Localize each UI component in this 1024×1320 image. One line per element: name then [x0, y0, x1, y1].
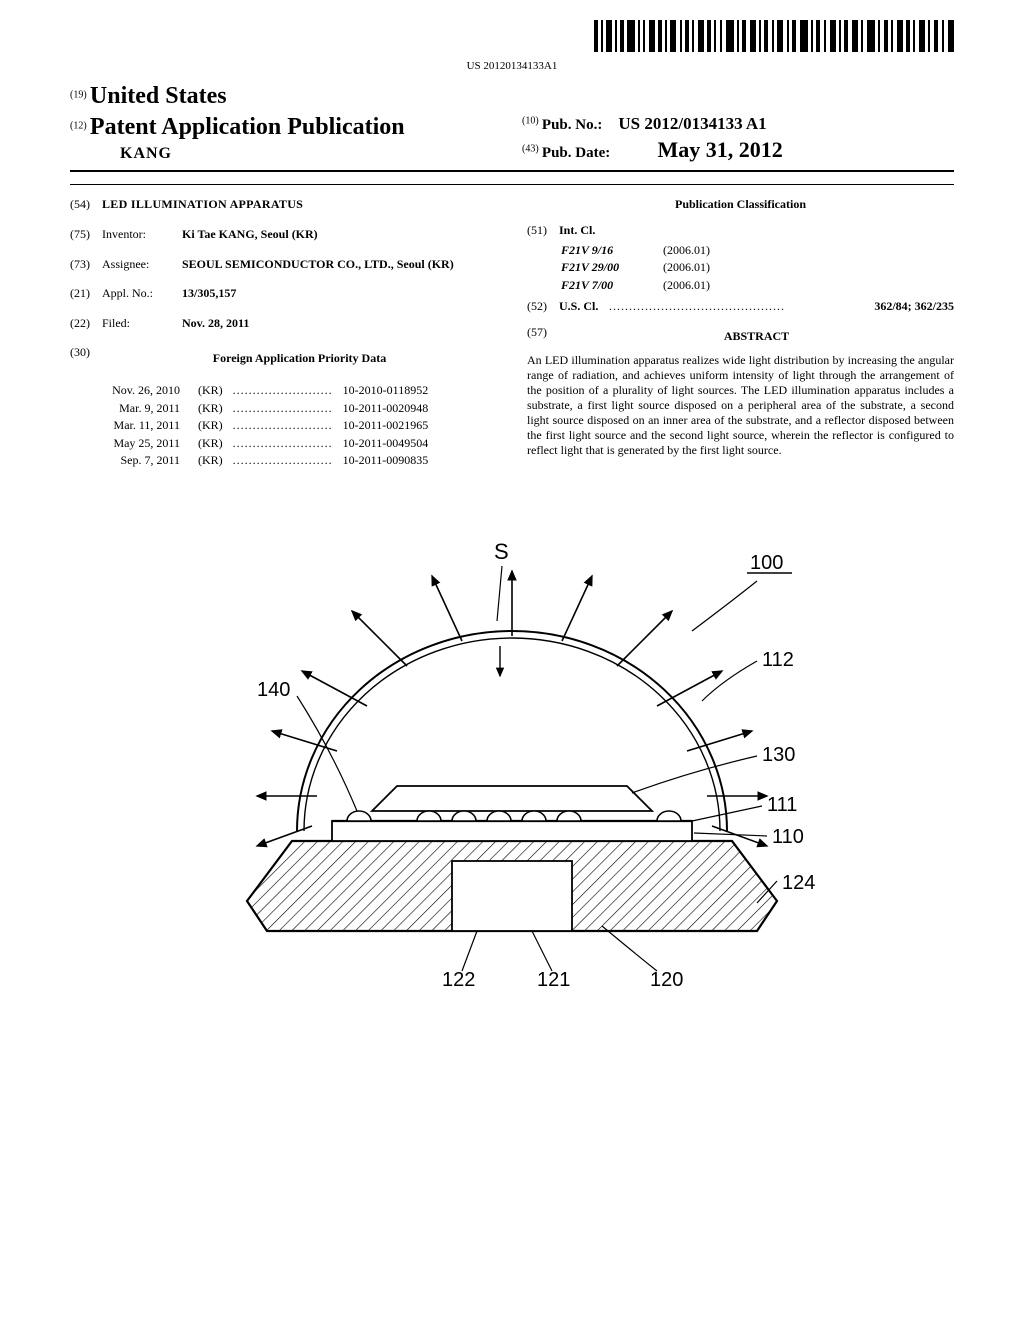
fig-label-130: 130: [762, 744, 795, 766]
code-52: (52): [527, 299, 559, 315]
inventor-surname: KANG: [70, 144, 502, 165]
barcode-block: US 20120134133A1: [70, 20, 954, 73]
code-12: (12): [70, 121, 87, 132]
intcl-row: F21V 9/16(2006.01): [561, 243, 720, 259]
abstract-text: An LED illumination apparatus realizes w…: [527, 353, 954, 458]
priority-row: Mar. 9, 2011(KR)........................…: [94, 401, 432, 417]
code-54: (54): [70, 197, 102, 213]
intcl-table: F21V 9/16(2006.01)F21V 29/00(2006.01) F21…: [559, 241, 722, 296]
priority-row: Sep. 7, 2011(KR)........................…: [94, 453, 432, 469]
priority-row: Nov. 26, 2010(KR).......................…: [94, 383, 432, 399]
left-column: (54) LED ILLUMINATION APPARATUS (75) Inv…: [70, 197, 497, 471]
code-51: (51): [527, 223, 559, 239]
appl-label: Appl. No.:: [102, 286, 182, 302]
code-19: (19): [70, 90, 87, 101]
code-57: (57): [527, 325, 559, 351]
assignee-label: Assignee:: [102, 257, 182, 273]
pub-date: May 31, 2012: [614, 137, 783, 162]
filed-label: Filed:: [102, 316, 182, 332]
assignee-value: SEOUL SEMICONDUCTOR CO., LTD., Seoul (KR…: [182, 257, 497, 273]
country: United States: [90, 83, 227, 109]
fig-label-110: 110: [772, 826, 804, 848]
pub-no-label: Pub. No.:: [542, 117, 602, 133]
classification-heading: Publication Classification: [527, 197, 954, 213]
barcode-number: US 20120134133A1: [70, 59, 954, 73]
barcode-graphic: [594, 20, 954, 57]
appl-value: 13/305,157: [182, 286, 497, 302]
intcl-label: Int. Cl.: [559, 223, 954, 239]
priority-row: Mar. 11, 2011(KR).......................…: [94, 418, 432, 434]
priority-table: Nov. 26, 2010(KR).......................…: [92, 381, 434, 471]
code-75: (75): [70, 227, 102, 243]
uscl-value: 362/84; 362/235: [874, 299, 954, 315]
code-21: (21): [70, 286, 102, 302]
code-22: (22): [70, 316, 102, 332]
intcl-row: F21V 29/00(2006.01): [561, 260, 720, 276]
intcl-row: F21V 7/00(2006.01): [561, 278, 720, 294]
pub-date-label: Pub. Date:: [542, 145, 610, 161]
patent-figure: S 100 112 130 111 110 124 120 121 122 14…: [70, 511, 954, 996]
publication-type: Patent Application Publication: [90, 114, 405, 140]
code-73: (73): [70, 257, 102, 273]
fig-label-122: 122: [442, 969, 475, 991]
fig-label-100: 100: [750, 552, 783, 574]
fig-label-140: 140: [257, 679, 290, 701]
pub-no: US 2012/0134133 A1: [606, 114, 767, 133]
biblio-columns: (54) LED ILLUMINATION APPARATUS (75) Inv…: [70, 197, 954, 471]
inventor-value: Ki Tae KANG, Seoul (KR): [182, 227, 497, 243]
fig-label-112: 112: [762, 649, 794, 671]
abstract-heading: ABSTRACT: [559, 329, 954, 345]
code-43: (43): [522, 143, 539, 154]
header: (19) United States (12) Patent Applicati…: [70, 81, 954, 164]
code-10: (10): [522, 116, 539, 127]
filed-value: Nov. 28, 2011: [182, 316, 497, 332]
inventor-label: Inventor:: [102, 227, 182, 243]
uscl-label: U.S. Cl.: [559, 299, 609, 315]
code-30: (30): [70, 345, 102, 377]
priority-heading: Foreign Application Priority Data: [102, 351, 497, 367]
invention-title: LED ILLUMINATION APPARATUS: [102, 197, 497, 213]
fig-label-121: 121: [537, 969, 570, 991]
right-column: Publication Classification (51) Int. Cl.…: [527, 197, 954, 471]
priority-row: May 25, 2011(KR)........................…: [94, 436, 432, 452]
divider-top-thin: [70, 184, 954, 185]
divider-top-thick: [70, 170, 954, 172]
fig-label-124: 124: [782, 872, 815, 894]
fig-label-S: S: [494, 539, 509, 564]
fig-label-120: 120: [650, 969, 683, 991]
uscl-dots: ........................................…: [609, 299, 874, 315]
fig-label-111: 111: [767, 794, 797, 816]
